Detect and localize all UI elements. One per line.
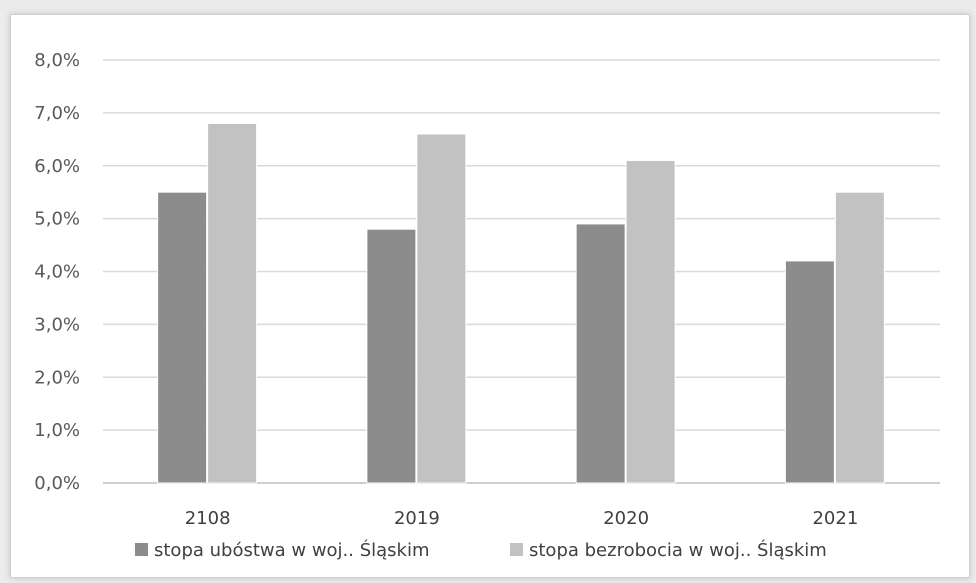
y-tick-label: 6,0%: [34, 156, 80, 177]
legend-swatch: [135, 543, 148, 556]
x-category-label: 2021: [812, 508, 858, 529]
y-tick-label: 3,0%: [34, 314, 80, 335]
bar-poverty-2108: [157, 191, 208, 484]
x-category-label: 2108: [185, 508, 231, 529]
y-tick-label: 1,0%: [34, 420, 80, 441]
bar-poverty-2020: [575, 223, 626, 484]
x-category-label: 2020: [603, 508, 649, 529]
y-tick-label: 0,0%: [34, 473, 80, 494]
x-category-label: 2019: [394, 508, 440, 529]
legend-label: stopa ubóstwa w woj.. Śląskim: [154, 539, 430, 561]
bar-unemployment-2019: [416, 133, 467, 484]
bar-unemployment-2020: [625, 159, 676, 484]
x-axis-category-labels: 2108 2019 2020 2021: [185, 508, 859, 529]
legend: stopa ubóstwa w woj.. Śląskim stopa bezro…: [135, 539, 827, 561]
legend-swatch: [510, 543, 523, 556]
y-axis-tick-labels: 0,0% 1,0% 2,0% 3,0% 4,0% 5,0% 6,0% 7,0% 8,0%: [34, 50, 80, 494]
bars: [157, 122, 885, 484]
bar-unemployment-2021: [834, 191, 885, 484]
bar-poverty-2021: [784, 260, 835, 484]
bar-poverty-2019: [366, 228, 417, 484]
bar-unemployment-2108: [207, 122, 258, 484]
y-tick-label: 2,0%: [34, 367, 80, 388]
y-tick-label: 7,0%: [34, 103, 80, 124]
y-tick-label: 4,0%: [34, 262, 80, 283]
y-tick-label: 5,0%: [34, 209, 80, 230]
legend-label: stopa bezrobocia w woj.. Śląskim: [529, 539, 827, 561]
y-tick-label: 8,0%: [34, 50, 80, 71]
